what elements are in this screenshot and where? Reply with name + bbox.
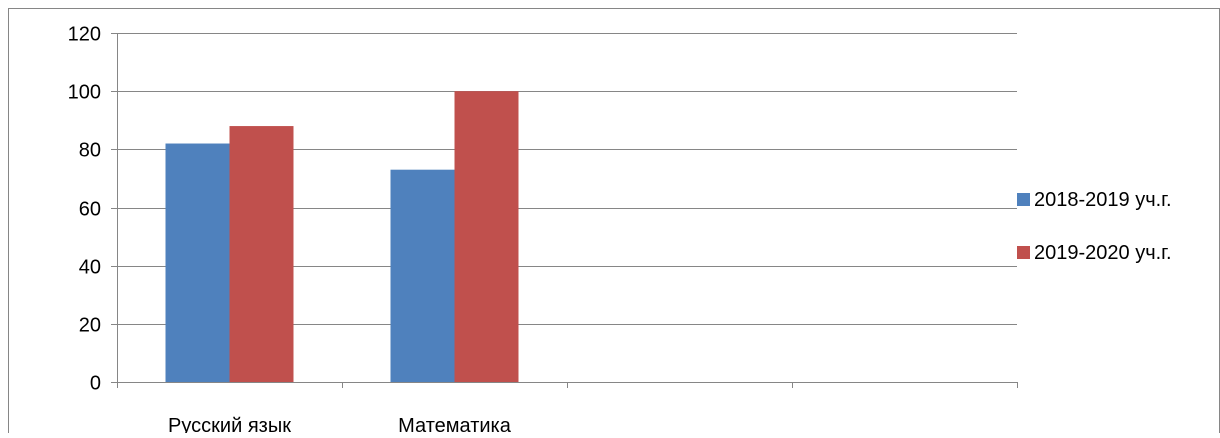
bar [229,126,294,382]
tick-labels: 0 20 40 60 80 100 120 Русский язык Математика [68,24,512,438]
bar [165,143,230,382]
y-tick-label: 120 [68,24,101,46]
y-tick-label: 20 [79,315,101,337]
y-tick-label: 80 [79,140,101,162]
legend: 2018-2019 уч.г. 2019-2020 уч.г. [1017,189,1172,264]
y-tick-label: 0 [90,373,101,395]
x-tick-label: Математика [398,415,512,433]
bar [390,169,455,382]
legend-label: 2019-2020 уч.г. [1034,242,1172,264]
y-tick-label: 40 [79,257,101,279]
bar [454,91,519,383]
y-tick-label: 100 [68,82,101,104]
legend-swatch [1017,246,1030,259]
axes [111,33,1018,388]
bars [165,91,519,383]
y-tick-label: 60 [79,199,101,221]
legend-label: 2018-2019 уч.г. [1034,189,1172,211]
legend-swatch [1017,193,1030,206]
x-tick-label: Русский язык [168,415,291,433]
